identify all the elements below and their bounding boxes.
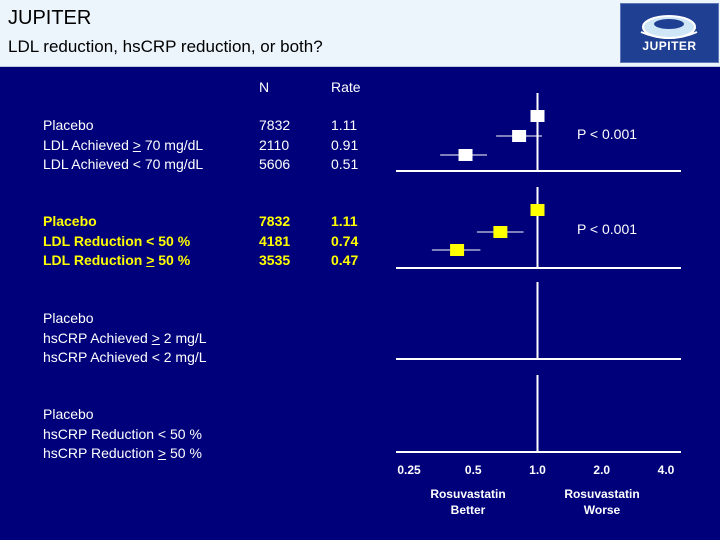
point-marker — [450, 244, 465, 256]
rate-value: 0.51 — [331, 156, 359, 172]
row-label: LDL Achieved < 70 mg/dL — [43, 156, 204, 172]
row-label: LDL Reduction < 50 % — [43, 232, 191, 249]
logo-text: JUPITER — [642, 39, 697, 53]
group2-rate: 1.11 0.74 0.47 — [331, 212, 358, 271]
n-value: 3535 — [259, 252, 291, 268]
header-bar: JUPITER LDL reduction, hsCRP reduction, … — [0, 0, 720, 67]
column-header-n: N — [259, 79, 270, 95]
row-label: Placebo — [43, 310, 94, 326]
row-label: Placebo — [43, 117, 94, 133]
worse-note: Rosuvastatin Worse — [564, 487, 640, 517]
rate-value: 1.11 — [331, 117, 358, 133]
rate-value: 0.47 — [331, 252, 359, 268]
group1-rate: 1.11 0.91 0.51 — [331, 116, 358, 175]
n-value: 7832 — [259, 117, 291, 133]
row-label: Placebo — [43, 406, 94, 422]
logo-emblem-icon — [640, 15, 698, 39]
n-value: 7832 — [259, 213, 291, 229]
rate-value: 0.91 — [331, 136, 359, 153]
group4-labels: Placebo hsCRP Reduction < 50 % hsCRP Red… — [43, 405, 202, 464]
row-label: hsCRP Achieved < 2 mg/L — [43, 349, 207, 365]
group3-labels: Placebo hsCRP Achieved > 2 mg/L hsCRP Ac… — [43, 309, 207, 368]
x-tick-label: 0.25 — [397, 463, 421, 477]
point-marker — [493, 226, 508, 238]
n-value: 2110 — [259, 136, 290, 153]
point-marker — [458, 149, 473, 161]
x-tick-label: 4.0 — [658, 463, 675, 477]
x-tick-label: 0.5 — [465, 463, 482, 477]
row-label: Placebo — [43, 213, 97, 229]
group2-labels: Placebo LDL Reduction < 50 % LDL Reducti… — [43, 212, 190, 271]
point-marker — [512, 130, 527, 142]
n-value: 4181 — [259, 232, 291, 249]
n-value: 5606 — [259, 156, 291, 172]
rate-value: 1.11 — [331, 213, 358, 229]
row-label: hsCRP Achieved > 2 mg/L — [43, 329, 207, 346]
rate-value: 0.74 — [331, 232, 359, 249]
point-marker — [530, 110, 545, 122]
x-tick-label: 2.0 — [593, 463, 610, 477]
slide-title: JUPITER — [8, 7, 92, 29]
row-label: LDL Achieved > 70 mg/dL — [43, 136, 204, 153]
x-tick-label: 1.0 — [529, 463, 546, 477]
point-marker — [530, 204, 545, 216]
better-note: Rosuvastatin Better — [430, 487, 506, 517]
group2-n: 7832 4181 3535 — [259, 212, 290, 271]
row-label: hsCRP Reduction > 50 % — [43, 445, 202, 461]
slide-subtitle: LDL reduction, hsCRP reduction, or both? — [8, 37, 323, 56]
row-label: hsCRP Reduction < 50 % — [43, 425, 202, 442]
jupiter-logo: JUPITER — [620, 3, 719, 63]
p-value-label: P < 0.001 — [577, 221, 637, 237]
group1-labels: Placebo LDL Achieved > 70 mg/dL LDL Achi… — [43, 116, 203, 175]
row-label: LDL Reduction > 50 % — [43, 252, 191, 268]
p-value-label: P < 0.001 — [577, 126, 637, 142]
group1-n: 7832 2110 5606 — [259, 116, 290, 175]
column-header-rate: Rate — [331, 79, 361, 95]
